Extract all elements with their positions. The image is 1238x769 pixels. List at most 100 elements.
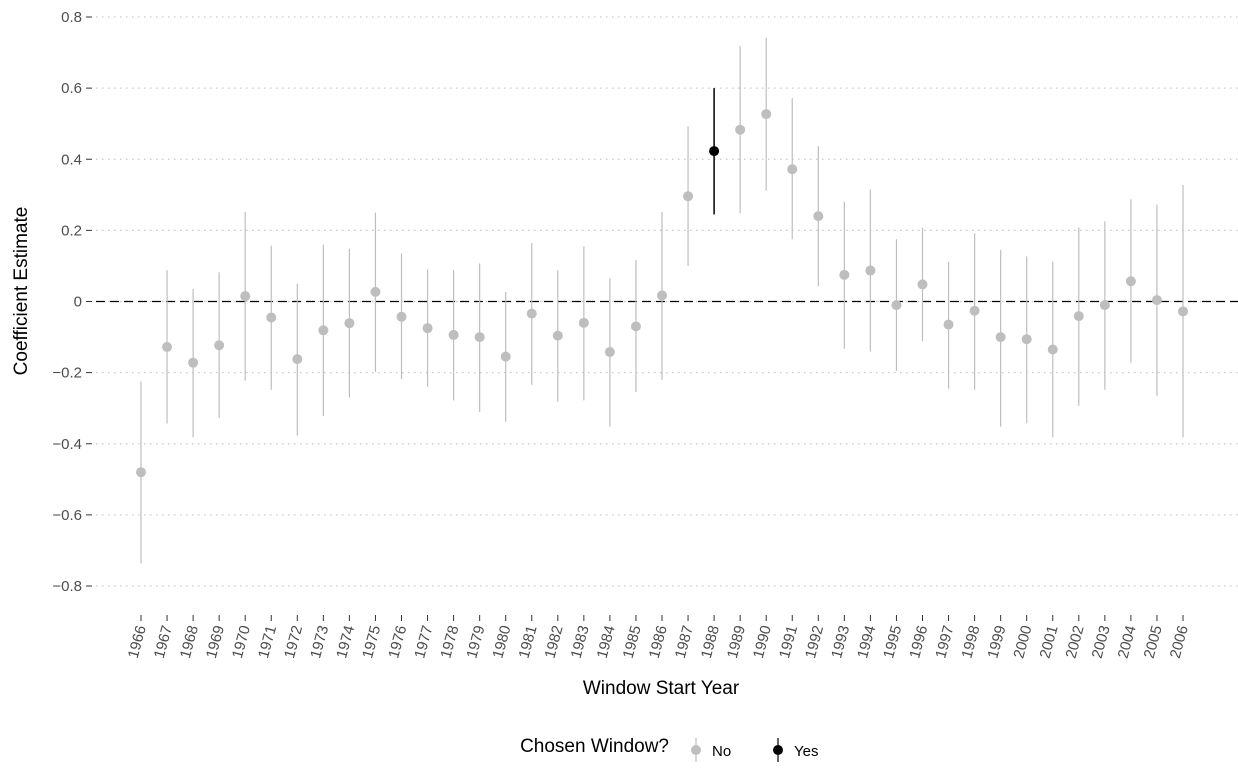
x-tick-label: 1977 — [411, 624, 436, 661]
estimate-point — [630, 321, 641, 332]
estimate-point — [865, 265, 876, 276]
estimate-point — [709, 146, 720, 157]
y-axis: 0.8 0.6 0.4 0.2 0 −0.2 −0.4 −0.6 −0.8 — [52, 9, 92, 595]
x-tick-label: 1970 — [229, 624, 254, 661]
y-tick-label: −0.4 — [52, 436, 82, 453]
y-tick-label: 0 — [74, 294, 82, 311]
estimate-point — [761, 109, 772, 120]
y-tick-label: 0.8 — [61, 9, 82, 26]
estimate-point — [318, 325, 329, 336]
estimate-point — [578, 317, 589, 328]
x-tick-label: 2004 — [1115, 624, 1140, 661]
x-tick-label: 1971 — [255, 624, 280, 661]
estimate-point — [943, 319, 954, 330]
y-tick-label: −0.2 — [52, 365, 82, 382]
x-axis: 1966 1967 1968 1969 1970 1971 1972 1973 1974 1975… — [125, 615, 1192, 660]
x-tick-label: 1982 — [542, 624, 567, 661]
y-tick-label: 0.4 — [61, 151, 82, 168]
estimate-point — [240, 291, 251, 302]
x-tick-label: 1972 — [281, 624, 306, 661]
legend-key-no — [691, 738, 701, 762]
estimate-point — [891, 300, 902, 311]
estimate-point — [526, 308, 537, 319]
estimate-point — [552, 330, 563, 341]
estimate-point — [604, 346, 615, 357]
estimate-point — [1151, 295, 1162, 306]
x-tick-label: 1983 — [568, 624, 593, 661]
estimate-point — [266, 312, 277, 323]
x-tick-label: 1992 — [802, 624, 827, 661]
x-tick-label: 1966 — [125, 624, 150, 661]
estimate-point — [474, 332, 485, 343]
x-tick-label: 1990 — [750, 624, 775, 661]
estimate-point — [787, 164, 798, 175]
estimate-point — [344, 318, 355, 329]
estimate-point — [1125, 276, 1136, 287]
estimate-point — [995, 332, 1006, 343]
x-tick-label: 1984 — [594, 624, 619, 661]
x-tick-label: 1974 — [333, 624, 358, 661]
x-tick-label: 1993 — [828, 624, 853, 661]
x-tick-label: 1987 — [672, 624, 697, 661]
estimate-point — [396, 311, 407, 322]
x-axis-title: Window Start Year — [583, 678, 740, 699]
estimate-point — [136, 467, 146, 478]
x-tick-label: 1989 — [724, 624, 749, 661]
grid-layer — [96, 16, 1238, 587]
x-tick-label: 1998 — [958, 624, 983, 661]
x-tick-label: 1981 — [516, 624, 541, 661]
estimate-point — [162, 342, 173, 353]
legend-key-yes — [773, 738, 783, 762]
x-tick-label: 2005 — [1141, 624, 1166, 661]
x-tick-label: 1973 — [307, 624, 332, 661]
estimate-point — [1073, 311, 1084, 322]
estimate-point — [839, 269, 850, 280]
y-tick-label: 0.6 — [61, 80, 82, 97]
estimate-point — [422, 323, 433, 334]
x-tick-label: 1976 — [385, 624, 410, 661]
estimate-point — [370, 286, 381, 297]
estimate-point — [1178, 306, 1188, 317]
x-tick-label: 1995 — [880, 624, 905, 661]
x-tick-label: 1986 — [646, 624, 671, 661]
estimate-point — [735, 124, 746, 135]
x-tick-label: 1988 — [698, 624, 723, 661]
estimate-point — [1099, 300, 1110, 311]
legend-key-no-point — [691, 745, 701, 755]
estimate-point — [813, 211, 824, 222]
estimate-point — [969, 305, 980, 316]
legend-label-no: No — [712, 743, 731, 760]
legend-title: Chosen Window? — [520, 736, 669, 757]
legend-label-yes: Yes — [794, 743, 818, 760]
estimate-point — [657, 290, 667, 301]
estimate-point — [292, 354, 303, 365]
x-tick-label: 2002 — [1063, 624, 1088, 661]
y-axis-title: Coefficient Estimate — [11, 207, 32, 376]
estimate-point — [917, 279, 928, 290]
x-tick-label: 1999 — [984, 624, 1009, 661]
estimate-point — [500, 351, 511, 362]
x-tick-label: 2006 — [1167, 624, 1192, 661]
x-tick-label: 1969 — [203, 624, 228, 661]
x-tick-label: 1980 — [490, 624, 515, 661]
x-tick-label: 1978 — [437, 624, 462, 661]
x-tick-label: 1996 — [906, 624, 931, 661]
estimate-point — [1047, 344, 1058, 355]
x-tick-label: 1979 — [463, 624, 488, 661]
x-tick-label: 1968 — [177, 624, 202, 661]
x-tick-label: 2003 — [1089, 624, 1114, 661]
estimate-point — [1021, 334, 1032, 345]
x-tick-label: 1991 — [776, 624, 801, 661]
estimate-point — [448, 329, 459, 340]
x-tick-label: 1985 — [620, 624, 645, 661]
legend-key-yes-point — [773, 745, 783, 755]
estimate-point — [188, 357, 199, 368]
data-layer — [136, 37, 1188, 564]
estimate-point — [683, 191, 694, 202]
x-tick-label: 1994 — [854, 624, 879, 661]
x-tick-label: 2000 — [1011, 624, 1036, 661]
legend: Chosen Window? No Yes — [520, 736, 818, 762]
y-tick-label: 0.2 — [61, 222, 82, 239]
